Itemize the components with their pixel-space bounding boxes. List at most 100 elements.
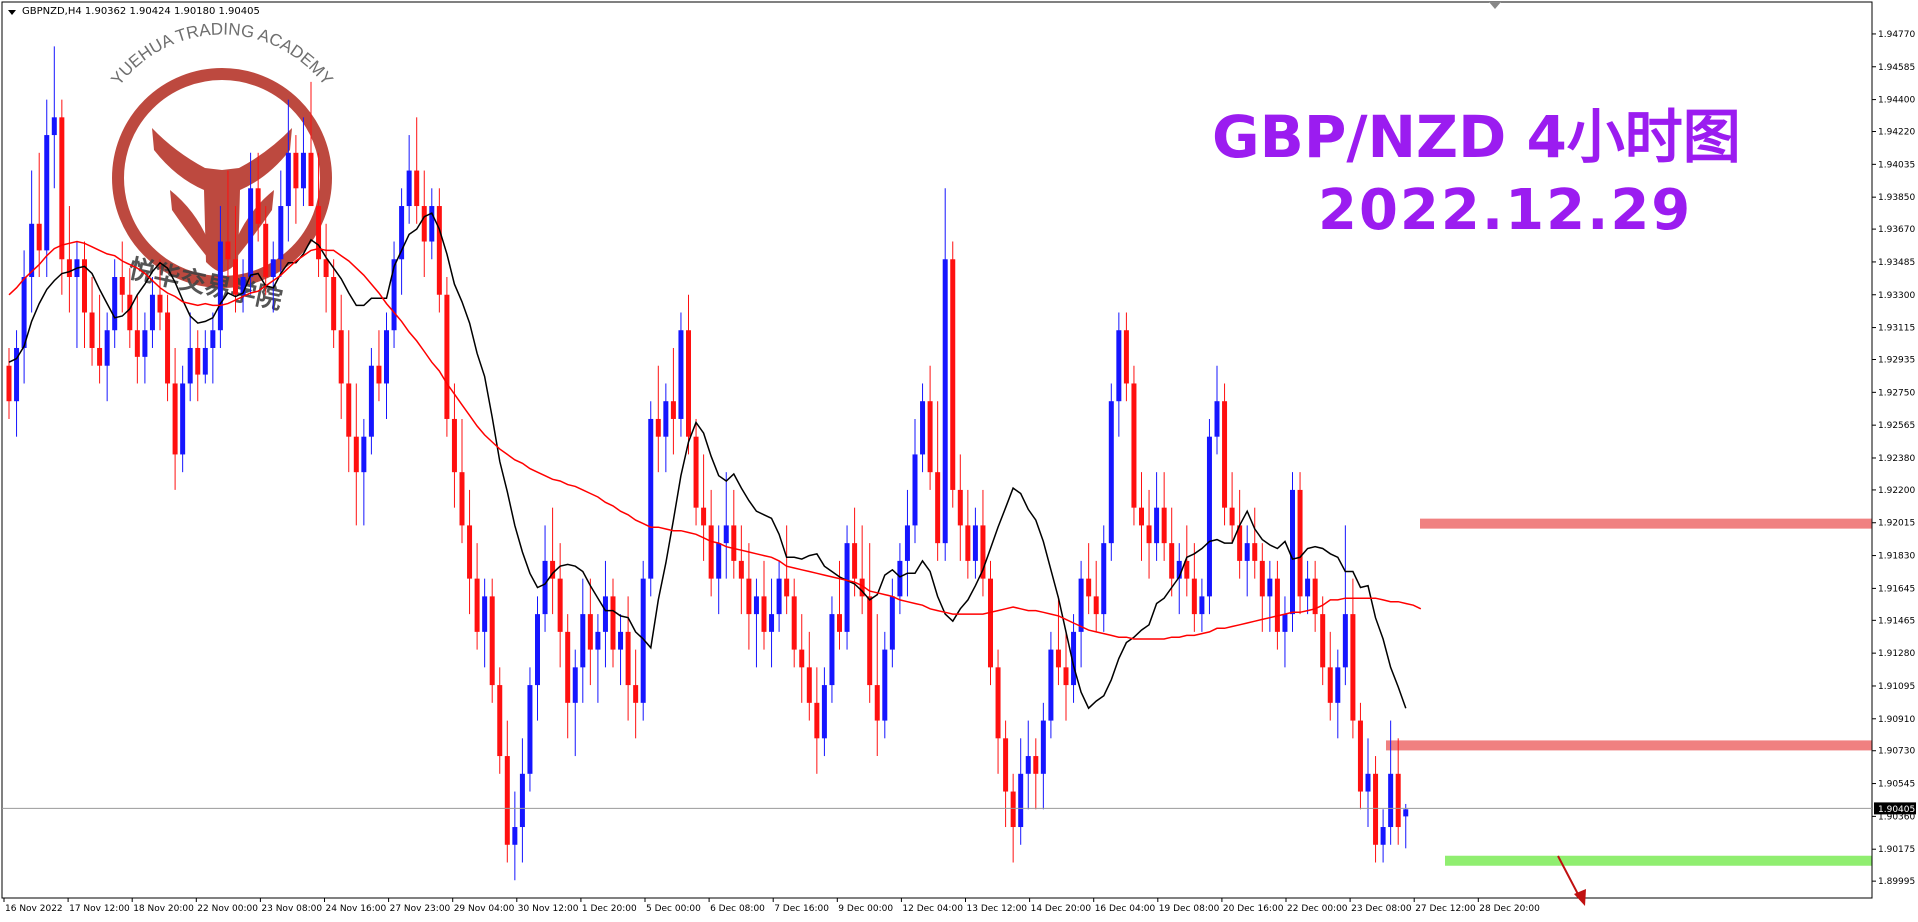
candle-body: [1342, 614, 1348, 668]
candle: [353, 383, 359, 526]
candle-body: [278, 206, 284, 260]
candle: [980, 489, 986, 597]
candle: [1282, 596, 1288, 668]
candle-body: [1033, 756, 1039, 774]
candle: [376, 330, 382, 402]
candle: [1040, 702, 1046, 810]
candle-body: [300, 152, 306, 189]
symbol-info-label: GBPNZD,H4 1.90362 1.90424 1.90180 1.9040…: [22, 6, 260, 17]
candle-body: [1154, 507, 1160, 544]
candle-body: [1290, 489, 1295, 615]
candle: [784, 525, 790, 615]
y-tick-label: 1.93850: [1878, 193, 1915, 203]
candle-body: [655, 418, 661, 437]
candle-body: [240, 277, 246, 295]
scroll-marker-icon[interactable]: [1489, 2, 1501, 9]
candle: [1297, 472, 1303, 615]
candle-body: [874, 685, 880, 721]
candle-body: [618, 631, 624, 650]
candle: [444, 277, 450, 437]
candle-body: [519, 773, 525, 828]
candle-body: [391, 259, 397, 331]
candle: [459, 418, 465, 544]
candle-body: [512, 827, 518, 845]
x-tick-label: 18 Nov 20:00: [133, 904, 194, 914]
support-zone: [1445, 855, 1872, 866]
candle: [1191, 543, 1197, 632]
candle-body: [784, 578, 790, 597]
candle-body: [89, 312, 95, 348]
candle: [263, 206, 269, 295]
candle-body: [889, 596, 895, 650]
candle: [1259, 543, 1265, 632]
candle-body: [769, 614, 775, 632]
candle-body: [1252, 543, 1258, 561]
candle: [361, 418, 367, 526]
candle-body: [814, 702, 820, 739]
candle: [149, 277, 155, 348]
candle-body: [1108, 401, 1114, 544]
chart-menu-triangle-icon[interactable]: [8, 10, 16, 15]
candle-body: [112, 277, 118, 331]
candle: [678, 312, 684, 437]
candle: [565, 614, 571, 739]
candle-body: [444, 294, 450, 419]
candle-body: [663, 401, 669, 437]
candle: [1357, 702, 1363, 810]
candle: [904, 489, 910, 597]
candle: [142, 312, 148, 384]
candle: [391, 241, 397, 348]
candle-body: [157, 294, 163, 313]
candle-body: [1116, 330, 1122, 402]
candle-body: [202, 347, 208, 375]
candle: [791, 578, 797, 668]
candle-body: [82, 259, 87, 313]
candle: [640, 560, 646, 721]
candle: [1388, 720, 1394, 845]
candle-body: [195, 347, 201, 375]
down-arrow-head: [1574, 889, 1586, 906]
candle: [701, 454, 707, 561]
candle-body: [1350, 614, 1356, 721]
candle-body: [29, 223, 35, 278]
candle-body: [738, 560, 744, 579]
candle: [912, 418, 918, 544]
candle-body: [882, 649, 888, 721]
candle-body: [467, 525, 473, 579]
candle-body: [429, 206, 435, 242]
candle: [761, 560, 767, 650]
x-tick-label: 22 Nov 00:00: [197, 904, 258, 914]
candle-body: [633, 685, 639, 703]
candle-body: [829, 614, 835, 686]
candle: [1305, 560, 1311, 615]
candle: [965, 489, 971, 579]
candle-body: [104, 330, 110, 366]
candle-body: [1206, 436, 1212, 597]
x-tick-label: 30 Nov 12:00: [518, 904, 579, 914]
candle-body: [421, 206, 427, 242]
candle-body: [1244, 543, 1250, 561]
candle-body: [1169, 543, 1175, 579]
candle-body: [459, 472, 465, 526]
candle: [1154, 472, 1160, 561]
candle-body: [14, 347, 20, 402]
candle-body: [535, 614, 540, 686]
candle: [618, 614, 624, 686]
candle-body: [1010, 791, 1016, 828]
y-tick-label: 1.94035: [1878, 160, 1915, 170]
candle: [731, 489, 737, 579]
candle: [942, 188, 948, 561]
candle-body: [1131, 383, 1137, 508]
y-tick-label: 1.90730: [1878, 747, 1915, 757]
candle: [195, 330, 201, 402]
candle-body: [799, 649, 805, 668]
x-tick-label: 16 Nov 2022: [5, 904, 63, 914]
candle: [527, 667, 533, 792]
candle: [323, 223, 329, 313]
candle: [1093, 560, 1099, 632]
candle-body: [270, 259, 276, 278]
x-tick-label: 22 Dec 00:00: [1287, 904, 1348, 914]
candle: [535, 596, 540, 721]
